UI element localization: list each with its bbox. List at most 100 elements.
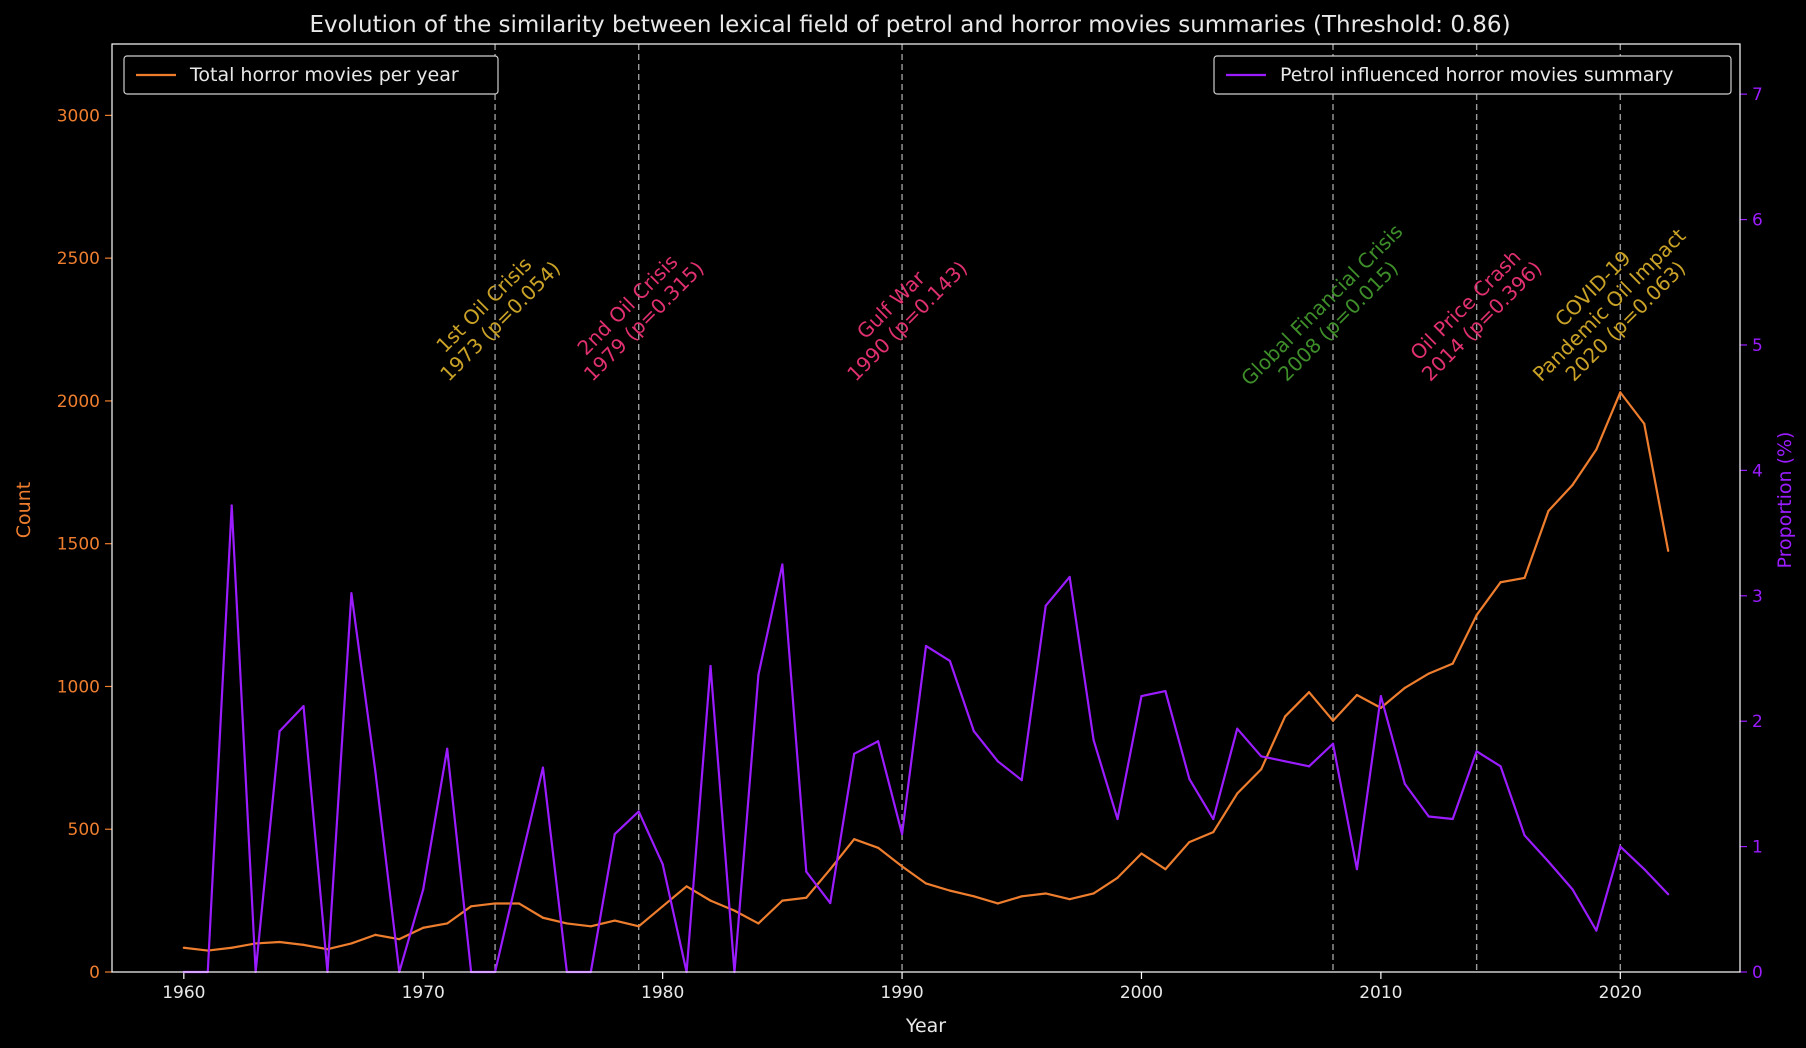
point-petrol-2018 (1571, 888, 1574, 891)
point-total-1980 (661, 905, 664, 908)
point-total-1999 (1116, 876, 1119, 879)
point-total-2019 (1595, 448, 1598, 451)
event-label-line: Pandemic Oil Impact (1528, 223, 1691, 386)
point-petrol-2001 (1164, 689, 1167, 693)
point-petrol-1995 (1020, 779, 1023, 782)
point-petrol-1965 (302, 705, 305, 708)
y-left-tick-label-0: 0 (89, 963, 100, 983)
point-petrol-1985 (781, 563, 784, 566)
point-petrol-1992 (948, 659, 952, 663)
point-total-2012 (1427, 672, 1430, 675)
point-total-1988 (853, 838, 856, 841)
point-total-1991 (924, 882, 928, 885)
point-total-1977 (589, 925, 592, 928)
x-tick-label-2000: 2000 (1120, 983, 1163, 1003)
point-petrol-2010 (1379, 695, 1382, 698)
legend-left: Total horror movies per year (123, 55, 499, 95)
point-petrol-1967 (350, 592, 353, 595)
point-petrol-1990 (900, 832, 904, 836)
y-left-tick-label-2500: 2500 (57, 249, 100, 269)
point-petrol-2008 (1331, 742, 1335, 745)
point-total-1984 (757, 922, 760, 925)
point-total-1971 (446, 922, 449, 925)
series-line-total (183, 391, 1670, 952)
y-right-tick-label-0: 0 (1752, 963, 1763, 983)
point-total-1982 (709, 899, 712, 902)
point-total-1981 (685, 885, 688, 888)
point-total-1979 (637, 925, 640, 928)
point-petrol-1975 (541, 766, 545, 769)
point-total-1983 (733, 909, 736, 912)
point-petrol-1997 (1068, 575, 1071, 579)
x-tick-label-1970: 1970 (402, 983, 445, 1003)
point-total-1987 (829, 868, 832, 871)
point-total-1970 (422, 926, 425, 929)
point-petrol-1993 (972, 730, 975, 733)
y-right-tick-label-4: 4 (1752, 461, 1763, 481)
y-left-tick-label-1500: 1500 (57, 535, 100, 555)
y-axis-label-right: Proportion (%) (1774, 432, 1796, 569)
point-petrol-2015 (1499, 765, 1502, 768)
point-petrol-2002 (1188, 777, 1191, 780)
x-axis-label: Year (905, 1015, 946, 1037)
chart-title: Evolution of the similarity between lexi… (309, 12, 1510, 38)
event-label-1973: 1st Oil Crisis1973 (p=0.054) (419, 240, 565, 386)
point-total-2017 (1547, 509, 1550, 512)
point-petrol-2004 (1236, 727, 1239, 730)
point-petrol-1980 (661, 863, 664, 866)
plot-frame (111, 43, 1741, 973)
y-left-tick-label-2000: 2000 (57, 392, 100, 412)
point-petrol-1991 (924, 644, 928, 648)
point-total-1985 (781, 899, 784, 902)
point-petrol-1971 (446, 747, 449, 750)
y-left-tick-label-500: 500 (68, 820, 100, 840)
series-line-petrol (183, 504, 1669, 974)
point-petrol-2013 (1451, 817, 1454, 821)
point-total-2005 (1260, 768, 1263, 771)
point-petrol-2016 (1523, 834, 1526, 837)
point-petrol-2009 (1355, 868, 1359, 871)
point-total-2013 (1451, 662, 1454, 665)
point-petrol-2021 (1643, 868, 1646, 871)
point-petrol-1982 (709, 664, 712, 668)
x-tick-label-1980: 1980 (641, 983, 684, 1003)
y-right-tick-label-6: 6 (1752, 211, 1763, 231)
point-total-1972 (470, 905, 473, 908)
event-label-2020: COVID-19Pandemic Oil Impact2020 (p=0.063… (1512, 207, 1707, 402)
point-petrol-1986 (805, 870, 808, 873)
point-petrol-1999 (1116, 817, 1119, 821)
point-total-1994 (996, 902, 999, 905)
point-petrol-2005 (1260, 755, 1263, 758)
point-total-2003 (1212, 830, 1215, 834)
point-total-1992 (948, 889, 952, 892)
x-tick-label-1960: 1960 (162, 983, 205, 1003)
event-label-1990: Gulf War1990 (p=0.143) (826, 240, 972, 386)
point-petrol-2017 (1547, 860, 1550, 863)
point-total-1976 (565, 922, 568, 925)
y-axis-label-left: Count (13, 482, 35, 538)
point-total-2021 (1643, 422, 1646, 425)
point-total-2009 (1355, 693, 1359, 697)
point-total-1978 (613, 919, 616, 922)
legend-right-box (1213, 55, 1732, 95)
point-total-1995 (1020, 895, 1023, 898)
point-total-2000 (1140, 852, 1143, 855)
point-total-2018 (1571, 484, 1574, 487)
point-total-2022 (1667, 549, 1670, 552)
point-total-2006 (1284, 715, 1287, 718)
point-total-1964 (278, 940, 281, 944)
legend-right: Petrol influenced horror movies summary (1213, 55, 1732, 95)
point-total-2014 (1475, 613, 1478, 617)
point-petrol-1978 (613, 832, 616, 836)
y-right-tick-label-2: 2 (1752, 712, 1763, 732)
legend-left-box (123, 55, 499, 95)
x-tick-label-2010: 2010 (1359, 983, 1402, 1003)
x-tick-label-2020: 2020 (1599, 983, 1642, 1003)
point-petrol-1984 (757, 673, 760, 676)
y-left-tick-label-3000: 3000 (57, 106, 100, 126)
point-petrol-1994 (996, 760, 999, 763)
y-right-tick-label-1: 1 (1752, 838, 1763, 858)
point-petrol-1962 (230, 504, 233, 507)
